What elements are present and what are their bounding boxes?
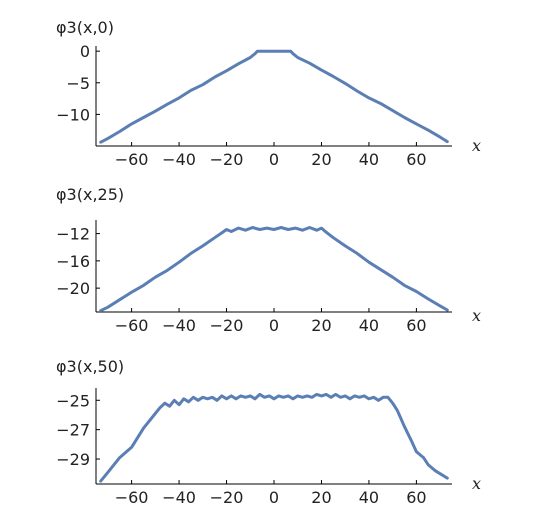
x-axis-label-middle: x <box>472 306 481 325</box>
chart-panel-bottom: φ3(x,50) x −60 −40 −20 0 20 40 60 −25 −27 −29 <box>56 357 481 507</box>
x-axis-label-top: x <box>472 136 481 155</box>
x-tick-label-bottom: 60 <box>406 488 426 507</box>
y-tick-label-top: −5 <box>66 74 90 93</box>
x-tick-label-top: 20 <box>311 150 331 169</box>
x-tick-label-middle: 60 <box>406 316 426 335</box>
y-tick-label-middle: −20 <box>56 279 90 298</box>
x-tick-label-bottom: −60 <box>115 488 149 507</box>
x-tick-label-top: 40 <box>359 150 379 169</box>
x-tick-label-bottom: −40 <box>162 488 196 507</box>
x-tick-label-bottom: −20 <box>210 488 244 507</box>
x-tick-label-bottom: 0 <box>269 488 279 507</box>
x-tick-label-middle: −60 <box>115 316 149 335</box>
x-tick-label-top: 0 <box>269 150 279 169</box>
x-tick-label-middle: 20 <box>311 316 331 335</box>
y-tick-label-top: −10 <box>56 105 90 124</box>
x-tick-label-bottom: 20 <box>311 488 331 507</box>
y-tick-label-bottom: −25 <box>56 391 90 410</box>
y-axis-label-top: φ3(x,0) <box>56 18 114 37</box>
y-tick-label-bottom: −29 <box>56 450 90 469</box>
x-tick-label-top: −60 <box>115 150 149 169</box>
y-axis-label-bottom: φ3(x,50) <box>56 357 124 376</box>
x-tick-label-top: 60 <box>406 150 426 169</box>
y-tick-label-top: 0 <box>80 42 90 61</box>
x-tick-label-top: −40 <box>162 150 196 169</box>
series-line-middle <box>99 226 449 313</box>
x-tick-label-bottom: 40 <box>359 488 379 507</box>
x-axis-label-bottom: x <box>472 474 481 493</box>
y-axis-label-middle: φ3(x,25) <box>56 185 124 204</box>
y-tick-label-middle: −12 <box>56 225 90 244</box>
series-line-top <box>99 49 449 144</box>
x-tick-label-middle: 0 <box>269 316 279 335</box>
series-line-bottom <box>99 392 449 483</box>
chart-panel-middle: φ3(x,25) x −60 −40 −20 0 20 40 60 −12 −16 −20 <box>56 185 481 335</box>
x-tick-label-middle: −20 <box>210 316 244 335</box>
chart-panel-top: φ3(x,0) x −60 −40 −20 0 20 40 60 0 −5 −10 <box>56 18 481 169</box>
x-tick-label-top: −20 <box>210 150 244 169</box>
x-tick-label-middle: 40 <box>359 316 379 335</box>
y-tick-label-bottom: −27 <box>56 421 90 440</box>
x-tick-label-middle: −40 <box>162 316 196 335</box>
y-tick-label-middle: −16 <box>56 252 90 271</box>
